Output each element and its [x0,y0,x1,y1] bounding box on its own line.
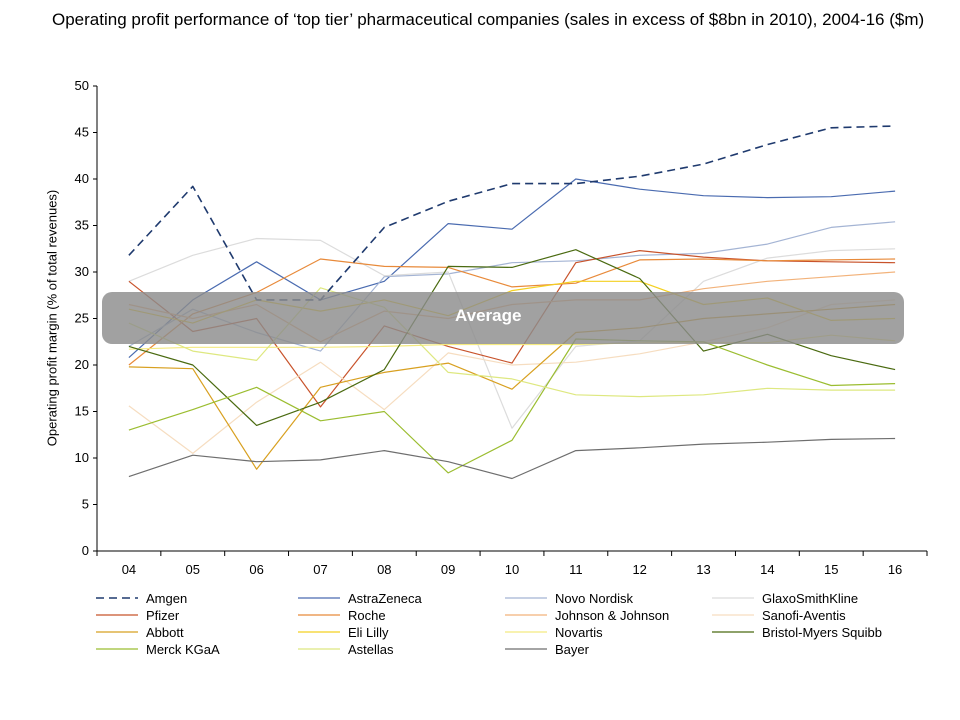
legend-item-glaxosmithkline: GlaxoSmithKline [712,590,858,606]
legend-swatch [298,648,340,650]
legend-swatch [96,614,138,616]
legend-swatch [505,597,547,599]
legend-item-roche: Roche [298,607,386,623]
x-axis: 04 05 06 07 08 09 10 11 12 13 14 15 16 [96,550,928,577]
y-tick-label: 10 [75,450,89,465]
legend-swatch [96,648,138,650]
x-tick-label: 10 [505,562,519,577]
legend-label: Eli Lilly [348,624,389,640]
legend-label: Bristol-Myers Squibb [762,624,882,640]
legend-item-amgen: Amgen [96,590,187,606]
legend-swatch [298,597,340,599]
legend-item-abbott: Abbott [96,624,184,640]
average-annotation: Average [455,306,522,325]
x-tick-label: 04 [122,562,136,577]
legend-item-novo-nordisk: Novo Nordisk [505,590,633,606]
y-tick-label: 40 [75,171,89,186]
x-tick-label: 09 [441,562,455,577]
series-line-astellas [128,287,896,398]
legend-label: Sanofi-Aventis [762,607,846,623]
x-tick-label: 14 [760,562,774,577]
legend-label: Pfizer [146,607,180,623]
series-line-amgen [128,125,896,301]
legend-label: Johnson & Johnson [555,607,670,623]
x-tick-label: 08 [377,562,391,577]
legend-item-astrazeneca: AstraZeneca [298,590,422,606]
legend-swatch [96,631,138,633]
legend-swatch [298,631,340,633]
y-tick-label: 5 [82,497,89,512]
series-line-astrazeneca [128,178,896,359]
series-line-bayer [128,437,896,480]
y-axis: 0 5 10 15 20 25 30 35 40 45 50 [75,78,98,558]
legend-label: Bayer [555,641,589,657]
legend-item-astellas: Astellas [298,641,394,657]
legend-swatch [712,597,754,599]
legend-item-johnson-johnson: Johnson & Johnson [505,607,669,623]
legend-item-bristol-myers-squibb: Bristol-Myers Squibb [712,624,882,640]
legend-label: Novo Nordisk [555,590,634,606]
x-tick-label: 15 [824,562,838,577]
legend-item-merck-kgaa: Merck KGaA [96,641,220,657]
x-tick-label: 07 [313,562,327,577]
legend-label: Amgen [146,590,188,606]
legend-swatch [712,631,754,633]
y-tick-label: 15 [75,404,89,419]
legend-swatch [712,614,754,616]
y-tick-label: 0 [82,543,89,558]
legend-label: Novartis [555,624,603,640]
legend-swatch [298,614,340,616]
y-tick-label: 35 [75,218,89,233]
legend-item-pfizer: Pfizer [96,607,179,623]
x-tick-label: 13 [696,562,710,577]
x-tick-label: 12 [632,562,646,577]
legend-label: Astellas [348,641,394,657]
series-line-glaxosmithkline [128,237,896,429]
y-tick-label: 50 [75,78,89,93]
legend-item-eli-lilly: Eli Lilly [298,624,388,640]
chart-title: Operating profit performance of ‘top tie… [52,10,925,29]
series-line-merck-kgaa [128,338,896,474]
legend-swatch [505,631,547,633]
x-tick-label: 11 [569,562,583,577]
x-tick-label: 05 [186,562,200,577]
legend-label: GlaxoSmithKline [762,590,859,606]
x-tick-label: 06 [249,562,263,577]
legend-label: AstraZeneca [348,590,422,606]
legend-swatch [505,614,547,616]
legend-label: Abbott [146,624,184,640]
y-tick-label: 25 [75,311,89,326]
legend-item-bayer: Bayer [505,641,589,657]
y-axis-label: Operating profit margin (% of total reve… [44,189,60,447]
y-tick-label: 45 [75,125,89,140]
y-tick-label: 20 [75,357,89,372]
y-tick-label: 30 [75,264,89,279]
legend-item-sanofi-aventis: Sanofi-Aventis [712,607,846,623]
legend-swatch [96,597,138,599]
legend-label: Merck KGaA [146,641,220,657]
average-band [102,292,904,344]
x-tick-label: 16 [888,562,902,577]
legend-item-novartis: Novartis [505,624,603,640]
legend-swatch [505,648,547,650]
legend-label: Roche [348,607,386,623]
